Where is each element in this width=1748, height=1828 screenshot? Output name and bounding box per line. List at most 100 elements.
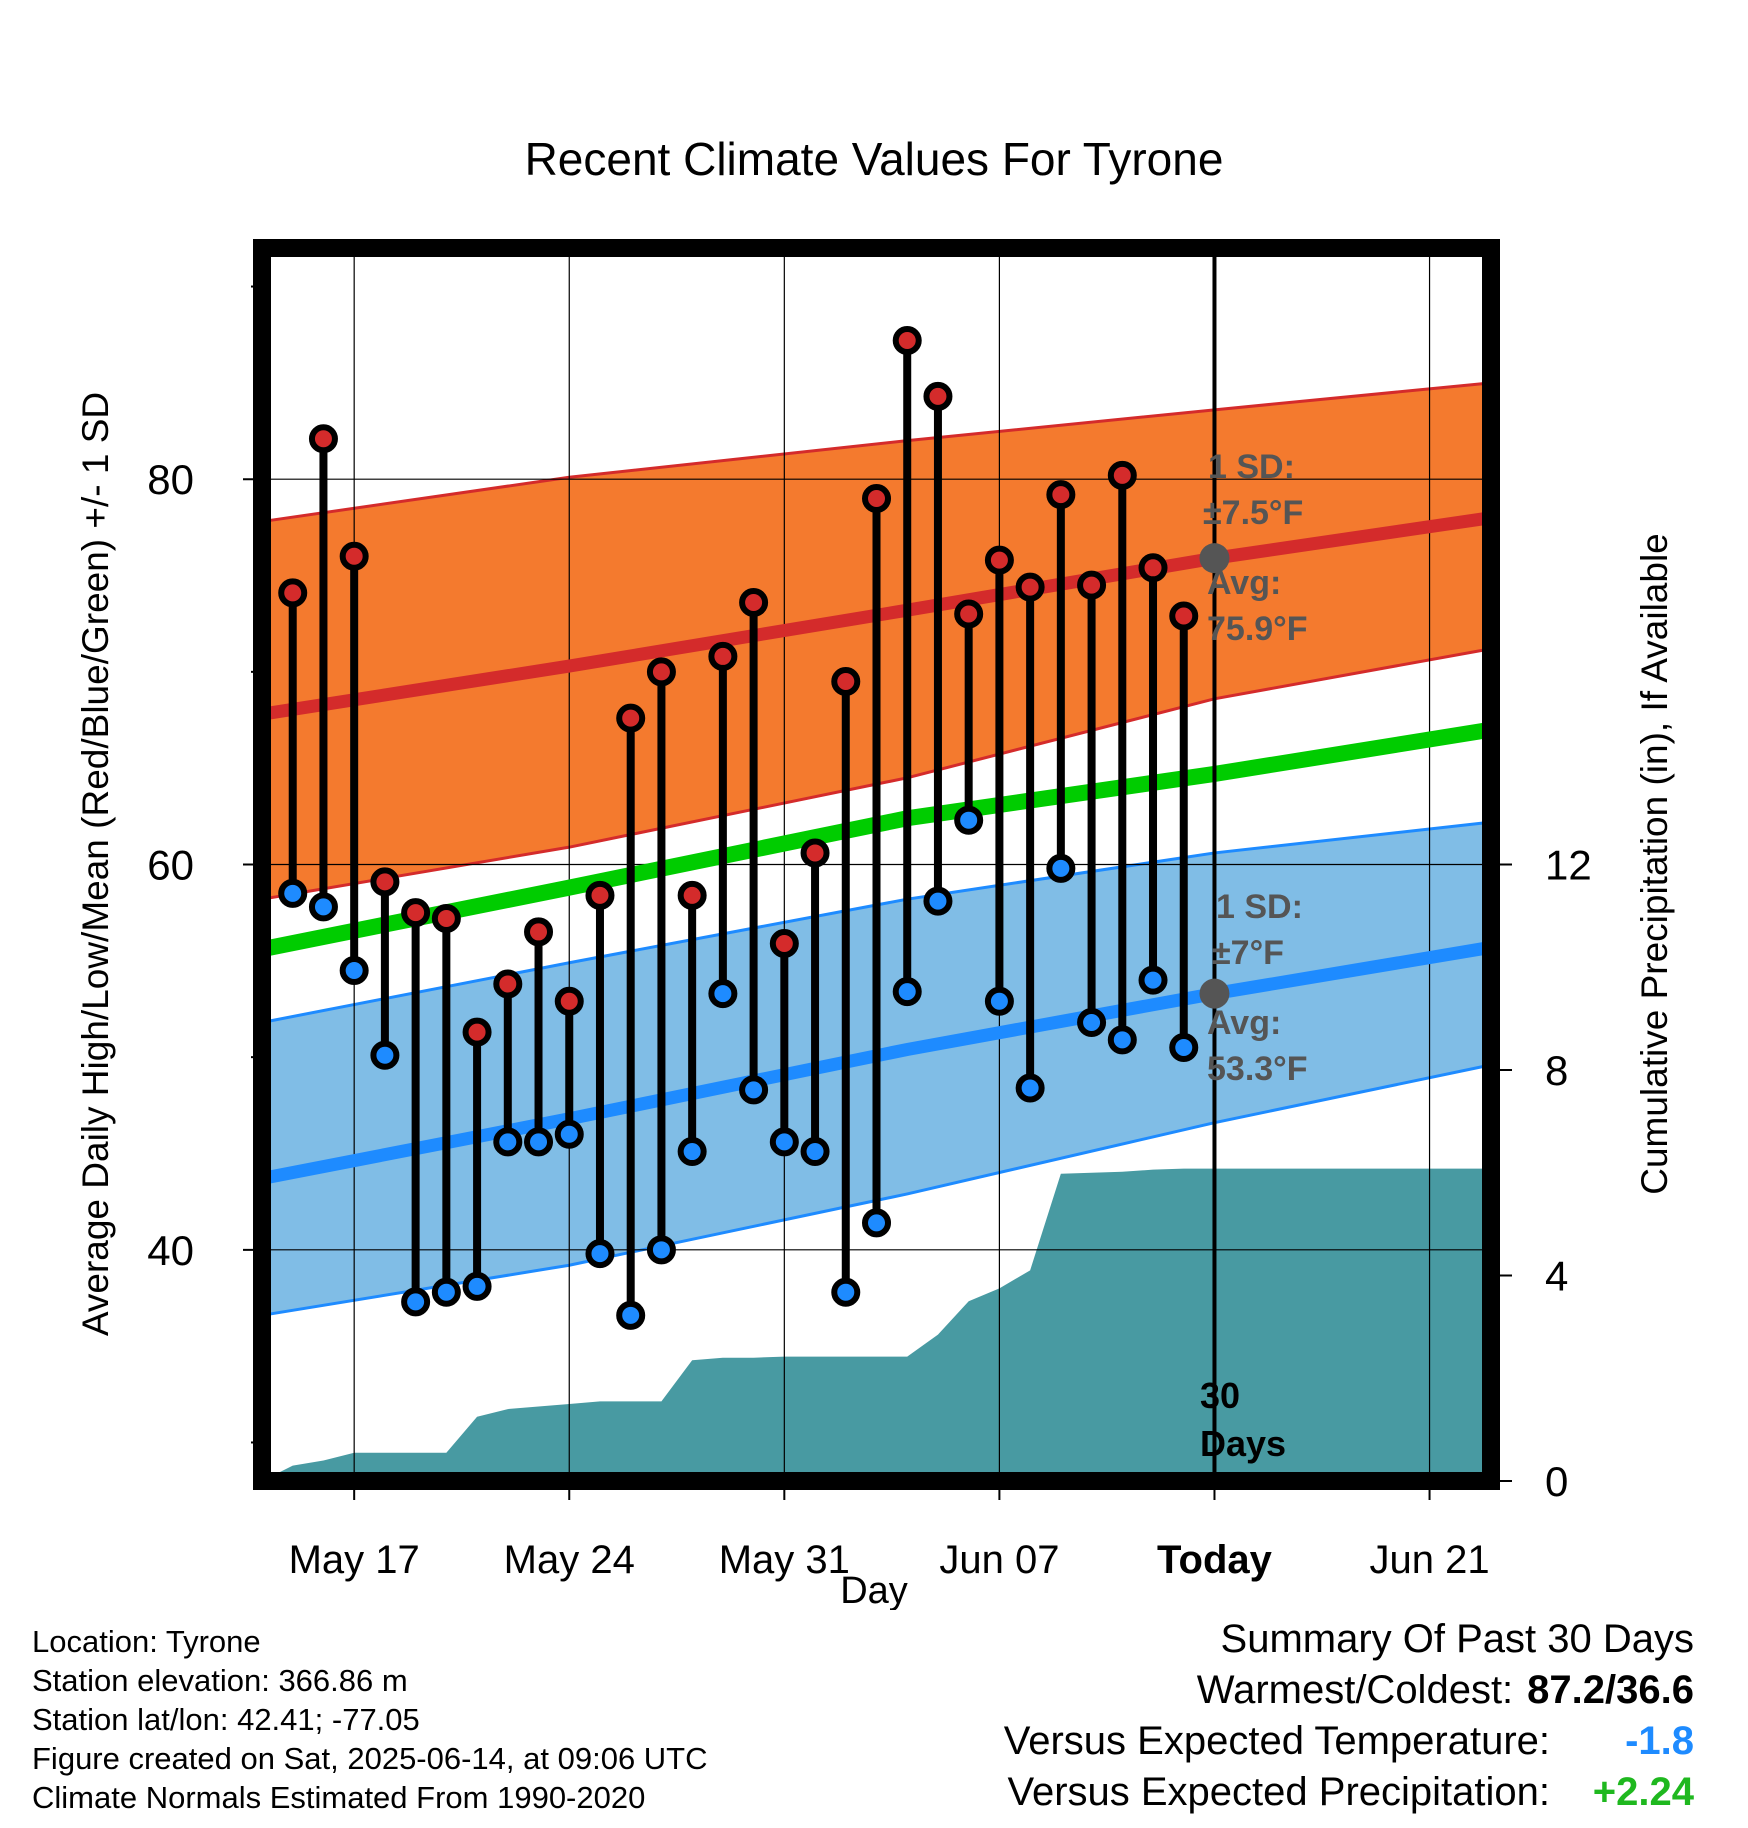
y-tick-label: 40 (147, 1227, 194, 1274)
daily-high-point (339, 541, 369, 571)
daily-high-point (401, 898, 431, 928)
daily-low-point (984, 986, 1014, 1016)
daily-low-point (769, 1127, 799, 1157)
daily-low-point (308, 892, 338, 922)
daily-high-point (923, 381, 953, 411)
daily-low-point (677, 1137, 707, 1167)
warm-cold-row: Warmest/Coldest: 87.2/36.6 (1004, 1665, 1694, 1716)
temp-label: Versus Expected Temperature: (1003, 1719, 1550, 1763)
daily-high-point (800, 838, 830, 868)
cumulative-precip-area (262, 1168, 1491, 1481)
daily-high-point (646, 657, 676, 687)
daily-high-point (831, 666, 861, 696)
daily-low-point (892, 977, 922, 1007)
daily-low-point (401, 1287, 431, 1317)
daily-high-point (431, 903, 461, 933)
x-axis-label: Day (840, 1570, 908, 1610)
low-avg-label: Avg: (1207, 1004, 1281, 1042)
annotations: 1 SD: ±7.5°F Avg: 75.9°F 1 SD: ±7°F Avg:… (1200, 448, 1308, 1464)
daily-high-point (1077, 570, 1107, 600)
today-high-avg-marker (1199, 543, 1230, 574)
daily-low-point (862, 1208, 891, 1238)
daily-high-point (1138, 553, 1168, 583)
summary-panel: Summary Of Past 30 Days Warmest/Coldest:… (1004, 1614, 1694, 1818)
daily-low-point (1077, 1007, 1107, 1037)
climate-chart: Recent Climate Values For Tyrone 1 SD: ±… (75, 133, 1675, 1610)
x-tick-label: May 24 (504, 1538, 635, 1582)
normals-text: Climate Normals Estimated From 1990-2020 (32, 1780, 646, 1815)
station-info: Location: Tyrone Station elevation: 366.… (32, 1622, 708, 1817)
daily-high-point (554, 986, 584, 1016)
daily-series (278, 325, 1199, 1330)
high-sd-label: 1 SD: (1208, 448, 1295, 486)
daily-low-point (800, 1137, 830, 1167)
daily-high-point (984, 545, 1014, 575)
daily-low-point (493, 1127, 523, 1157)
warm-cold-value: 87.2/36.6 (1527, 1668, 1694, 1712)
daily-low-point (554, 1119, 584, 1149)
low-normal-line (260, 940, 1493, 1185)
y2-tick-label: 8 (1545, 1047, 1568, 1094)
daily-low-point (1169, 1033, 1199, 1063)
precip-row: Versus Expected Precipitation: +2.24 (1004, 1767, 1694, 1818)
daily-high-point (892, 325, 922, 355)
daily-low-point (1046, 853, 1076, 883)
x-tick-label: May 31 (719, 1538, 850, 1582)
daily-low-point (1107, 1025, 1137, 1055)
daily-high-point (308, 424, 338, 454)
temp-value: -1.8 (1625, 1719, 1694, 1763)
daily-low-point (370, 1040, 400, 1070)
x-tick-label: Jun 21 (1369, 1538, 1489, 1582)
x-tick-label: Today (1157, 1538, 1273, 1582)
y2-tick-label: 0 (1545, 1458, 1568, 1505)
daily-low-point (524, 1127, 554, 1157)
axes: 40 60 80 0 4 8 12 May 17 May 24 May 31 Jun 07 Today… (147, 285, 1592, 1582)
high-avg-label: Avg: (1207, 564, 1281, 602)
y-tick-label: 60 (147, 842, 194, 889)
y2-axis-label: Cumulative Precipitation (in), If Availa… (1634, 533, 1675, 1195)
location-text: Location: Tyrone (32, 1624, 261, 1659)
y2-tick-label: 4 (1545, 1253, 1568, 1300)
daily-high-point (370, 867, 400, 897)
daily-high-point (585, 880, 615, 910)
chart-title: Recent Climate Values For Tyrone (525, 133, 1224, 185)
plot-area (260, 248, 1493, 1481)
daily-high-point (493, 969, 523, 999)
temp-row: Versus Expected Temperature: -1.8 (1004, 1716, 1694, 1767)
x-tick-label: May 17 (289, 1538, 420, 1582)
daily-low-point (1015, 1073, 1045, 1103)
daily-low-point (339, 955, 369, 985)
today-low-avg-marker (1199, 978, 1230, 1009)
summary-title: Summary Of Past 30 Days (1220, 1617, 1694, 1661)
daily-high-point (1169, 601, 1199, 631)
daily-low-point (923, 886, 953, 916)
precip-area (262, 1168, 1491, 1481)
daily-high-point (677, 880, 707, 910)
daily-high-point (616, 703, 646, 733)
high-sd-value: ±7.5°F (1203, 494, 1303, 532)
days-count: 30 (1200, 1375, 1240, 1416)
days-word: Days (1200, 1423, 1286, 1464)
daily-low-point (431, 1277, 461, 1307)
daily-low-point (462, 1271, 492, 1301)
low-avg-value: 53.3°F (1207, 1050, 1308, 1088)
daily-high-point (739, 587, 769, 617)
daily-high-point (769, 928, 799, 958)
daily-low-point (708, 979, 738, 1009)
precip-label: Versus Expected Precipitation: (1007, 1770, 1550, 1814)
daily-low-point (616, 1300, 646, 1330)
daily-low-point (278, 878, 308, 908)
latlon-text: Station lat/lon: 42.41; -77.05 (32, 1702, 420, 1737)
daily-high-point (862, 483, 891, 513)
daily-low-point (739, 1075, 769, 1105)
high-avg-value: 75.9°F (1207, 610, 1308, 648)
daily-high-point (1046, 480, 1076, 510)
daily-high-point (1107, 460, 1137, 490)
daily-low-point (831, 1277, 861, 1307)
y-tick-label: 80 (147, 456, 194, 503)
daily-low-point (646, 1235, 676, 1265)
today-line (1199, 248, 1230, 1481)
y-axis-label: Average Daily High/Low/Mean (Red/Blue/Gr… (75, 392, 116, 1336)
daily-high-point (278, 578, 308, 608)
low-sd-label: 1 SD: (1216, 888, 1303, 926)
